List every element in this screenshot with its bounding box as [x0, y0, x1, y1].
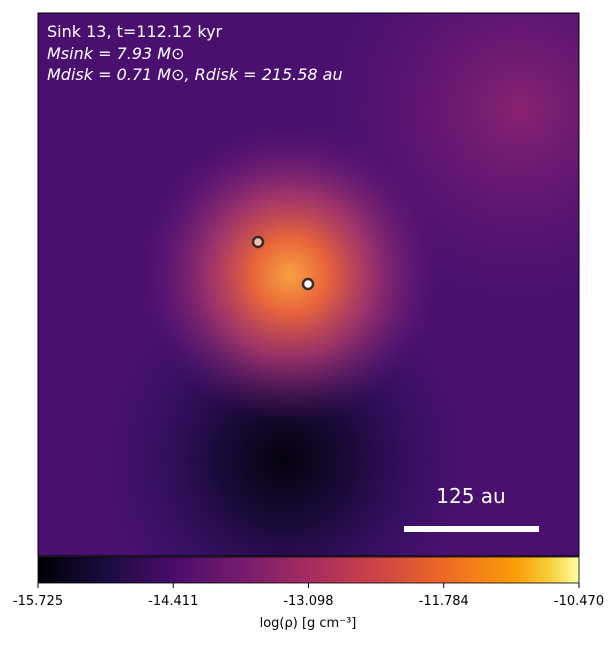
colorbar-tick-label: -14.411 — [148, 594, 198, 609]
annotation: Msink = 7.93 M⊙ — [47, 44, 185, 63]
annotation: Sink 13, t=112.12 kyr — [47, 22, 223, 41]
sink-marker — [301, 277, 315, 291]
colorbar-label: log(ρ) [g cm⁻³] — [260, 616, 357, 631]
frame — [37, 12, 580, 557]
annotation: Mdisk = 0.71 M⊙, Rdisk = 215.58 au — [47, 65, 343, 84]
colorbar-tick-label: -13.098 — [283, 594, 333, 609]
colorbar — [37, 556, 580, 584]
colorbar-tick-label: -15.725 — [13, 594, 63, 609]
colorbar-tick-label: -11.784 — [419, 594, 469, 609]
sink-marker — [251, 235, 265, 249]
colorbar-tick-label: -10.470 — [554, 594, 604, 609]
scale-bar-label: 125 au — [436, 484, 505, 508]
